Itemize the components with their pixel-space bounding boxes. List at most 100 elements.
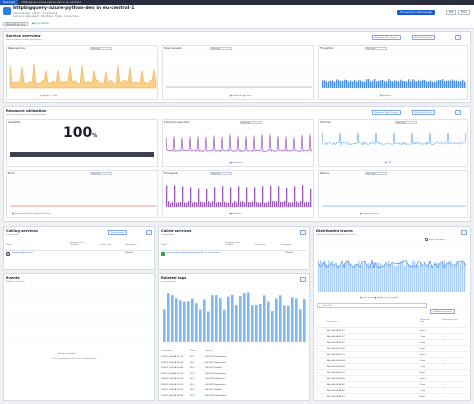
resource-details-button[interactable]: Details of Service: [412, 110, 436, 115]
more-icon-calling[interactable]: …: [146, 230, 152, 235]
trace-row[interactable]: ⌄ Mon 08 04:51:26 5 ms -: [316, 345, 468, 351]
no-problems-chip: ● No problems: [30, 22, 50, 26]
legend-median: Median: [42, 95, 50, 97]
logs-bar: [183, 301, 186, 342]
trace-expand-icon[interactable]: ⌄: [317, 347, 319, 350]
trace-row[interactable]: ⌄ Mon 08 04:51:10 8 ms -: [316, 351, 468, 357]
failed-requests-select[interactable]: Average: [210, 46, 232, 51]
trace-row[interactable]: ⌄ Mon 08 04:51:57 7 ms -: [316, 333, 468, 339]
response-time-select[interactable]: Average: [90, 46, 112, 51]
throughput-bar: [418, 80, 420, 88]
trace-processing-time: -: [444, 353, 445, 356]
trace-expand-icon[interactable]: ⌄: [317, 341, 319, 344]
traces-bar: [436, 262, 438, 292]
throughput-res-bar: [294, 186, 296, 207]
log-content: 200 GET /api/orders: [205, 383, 226, 386]
trace-response-time: 6 ms: [420, 359, 426, 362]
requests-chip[interactable]: Requests per app: [3, 22, 29, 26]
requests-time-button[interactable]: Requests Time Service: [372, 35, 401, 40]
more-icon-logs[interactable]: …: [300, 277, 306, 282]
trace-expand-icon[interactable]: ⌄: [317, 329, 319, 332]
traces-bar: [334, 264, 336, 292]
calling-row-name[interactable]: frontend-api-service: [12, 252, 33, 254]
throughput-res-bar: [178, 202, 180, 207]
log-row[interactable]: 2023-11-08 04:51:37 INFO 200 GET /api/orde…: [161, 372, 307, 377]
more-button[interactable]: More: [458, 10, 470, 15]
memory-select[interactable]: Average: [365, 171, 387, 176]
called-col-tp: Throughput: [280, 244, 292, 246]
legend-requests: Requests: [382, 95, 392, 97]
tab-overview[interactable]: Overview: [0, 0, 19, 5]
trace-expand-icon[interactable]: ⌄: [317, 353, 319, 356]
logs-bar: [203, 299, 206, 342]
traces-bar: [394, 265, 396, 292]
instruction-select[interactable]: Average: [240, 120, 262, 125]
trace-row[interactable]: ⌄ Mon 08 04:52:12 6 ms -: [316, 327, 468, 333]
more-icon-traces[interactable]: …: [461, 230, 467, 235]
throughput-res-bar: [208, 201, 210, 207]
errors-chart: [10, 178, 156, 208]
trace-row[interactable]: ⌄ Mon 08 04:50:23 6 ms -: [316, 369, 468, 375]
logs-bar: [191, 298, 194, 342]
traces-bar: [402, 260, 404, 292]
tab-service[interactable]: httpbigquery-azure-python-dev in eu-cent…: [21, 1, 82, 4]
log-content: 200 GET /health: [205, 389, 222, 391]
trace-expand-icon[interactable]: ⌄: [317, 395, 319, 398]
throughput-select[interactable]: Average: [365, 46, 387, 51]
configure-services-button[interactable]: Configure Services: [430, 309, 455, 314]
cpu-line: [321, 132, 467, 146]
throughput-bar: [444, 81, 446, 88]
more-icon-resource[interactable]: …: [455, 110, 461, 115]
trace-row[interactable]: ⌄ Mon 08 04:50:39 7 ms -: [316, 363, 468, 369]
resource-time-button[interactable]: Resource Time Service: [372, 110, 401, 115]
trace-expand-icon[interactable]: ⌄: [317, 359, 319, 362]
trace-start-time: Mon 08 04:50:23: [327, 371, 345, 374]
throughput-res-select[interactable]: Average: [210, 171, 232, 176]
trace-expand-icon[interactable]: ⌄: [317, 383, 319, 386]
distributed-traces-title: Distributed traces: [316, 229, 353, 233]
log-row[interactable]: 2023-11-08 04:51:49 INFO 200 GET /health: [161, 366, 307, 371]
log-row[interactable]: 2023-11-08 04:52:13 INFO 200 GET /api/orde…: [161, 355, 307, 360]
throughput-bar: [424, 80, 426, 88]
log-status: INFO: [190, 389, 195, 391]
called-row-name[interactable]: prometheus-exporter-az-python-dev in eu-…: [167, 252, 221, 254]
slow-traces-toggle[interactable]: Show slow traces: [425, 238, 445, 241]
trace-row[interactable]: ⌄ Mon 08 04:49:21 6 ms -: [316, 393, 468, 399]
trace-expand-icon[interactable]: ⌄: [317, 335, 319, 338]
log-row[interactable]: 2023-11-08 04:51:13 INFO 200 GET /api/orde…: [161, 383, 307, 388]
trace-expand-icon[interactable]: ⌄: [317, 365, 319, 368]
trace-row[interactable]: ⌄ Mon 08 04:49:36 7 ms -: [316, 387, 468, 393]
trace-expand-icon[interactable]: ⌄: [317, 377, 319, 380]
find-service-button[interactable]: Find service in Services app: [397, 10, 435, 15]
trace-row[interactable]: ⌄ Mon 08 04:51:41 6 ms -: [316, 339, 468, 345]
calling-services-title: Calling services: [6, 229, 38, 233]
cpu-select[interactable]: Average: [395, 120, 417, 125]
called-row[interactable]: prometheus-exporter-az-python-dev in eu-…: [161, 251, 307, 260]
view-services-button[interactable]: View Services: [108, 230, 128, 235]
trace-row[interactable]: ⌄ Mon 08 04:50:08 5 ms -: [316, 375, 468, 381]
log-row[interactable]: 2023-11-08 04:51:25 INFO 200 GET /api/item…: [161, 377, 307, 382]
traces-bar: [430, 265, 432, 292]
traces-legend: ■ Trace count ● Response time median: [360, 297, 399, 299]
trace-row[interactable]: ⌄ Mon 08 04:49:52 6 ms -: [316, 381, 468, 387]
more-icon[interactable]: …: [455, 35, 461, 40]
calling-row[interactable]: frontend-api-service 1.4/min: [6, 251, 152, 257]
log-row[interactable]: 2023-11-08 04:52:01 INFO 200 GET /api/orde…: [161, 361, 307, 366]
throughput-bar: [414, 80, 416, 88]
log-row[interactable]: 2023-11-08 04:50:49 INFO 200 GET /api/orde…: [161, 394, 307, 399]
trace-expand-icon[interactable]: ⌄: [317, 389, 319, 392]
traces-bar: [366, 263, 368, 292]
throughput-bar: [342, 81, 344, 88]
traces-filter-input[interactable]: ⚲ Filter by: [317, 303, 427, 308]
throughput-res-bar: [262, 186, 264, 207]
trace-expand-icon[interactable]: ⌄: [317, 371, 319, 374]
errors-select[interactable]: Average: [90, 171, 112, 176]
more-icon-called[interactable]: …: [300, 230, 306, 235]
traces-col-pt: Processing time: [442, 319, 458, 321]
trace-processing-time: -: [444, 359, 445, 362]
edit-button[interactable]: Edit: [446, 10, 457, 15]
trace-row[interactable]: ⌄ Mon 08 04:50:54 6 ms -: [316, 357, 468, 363]
traces-bar: [412, 260, 414, 292]
service-details-button[interactable]: Details of Service: [412, 35, 436, 40]
log-row[interactable]: 2023-11-08 04:51:01 INFO 200 GET /health: [161, 388, 307, 393]
